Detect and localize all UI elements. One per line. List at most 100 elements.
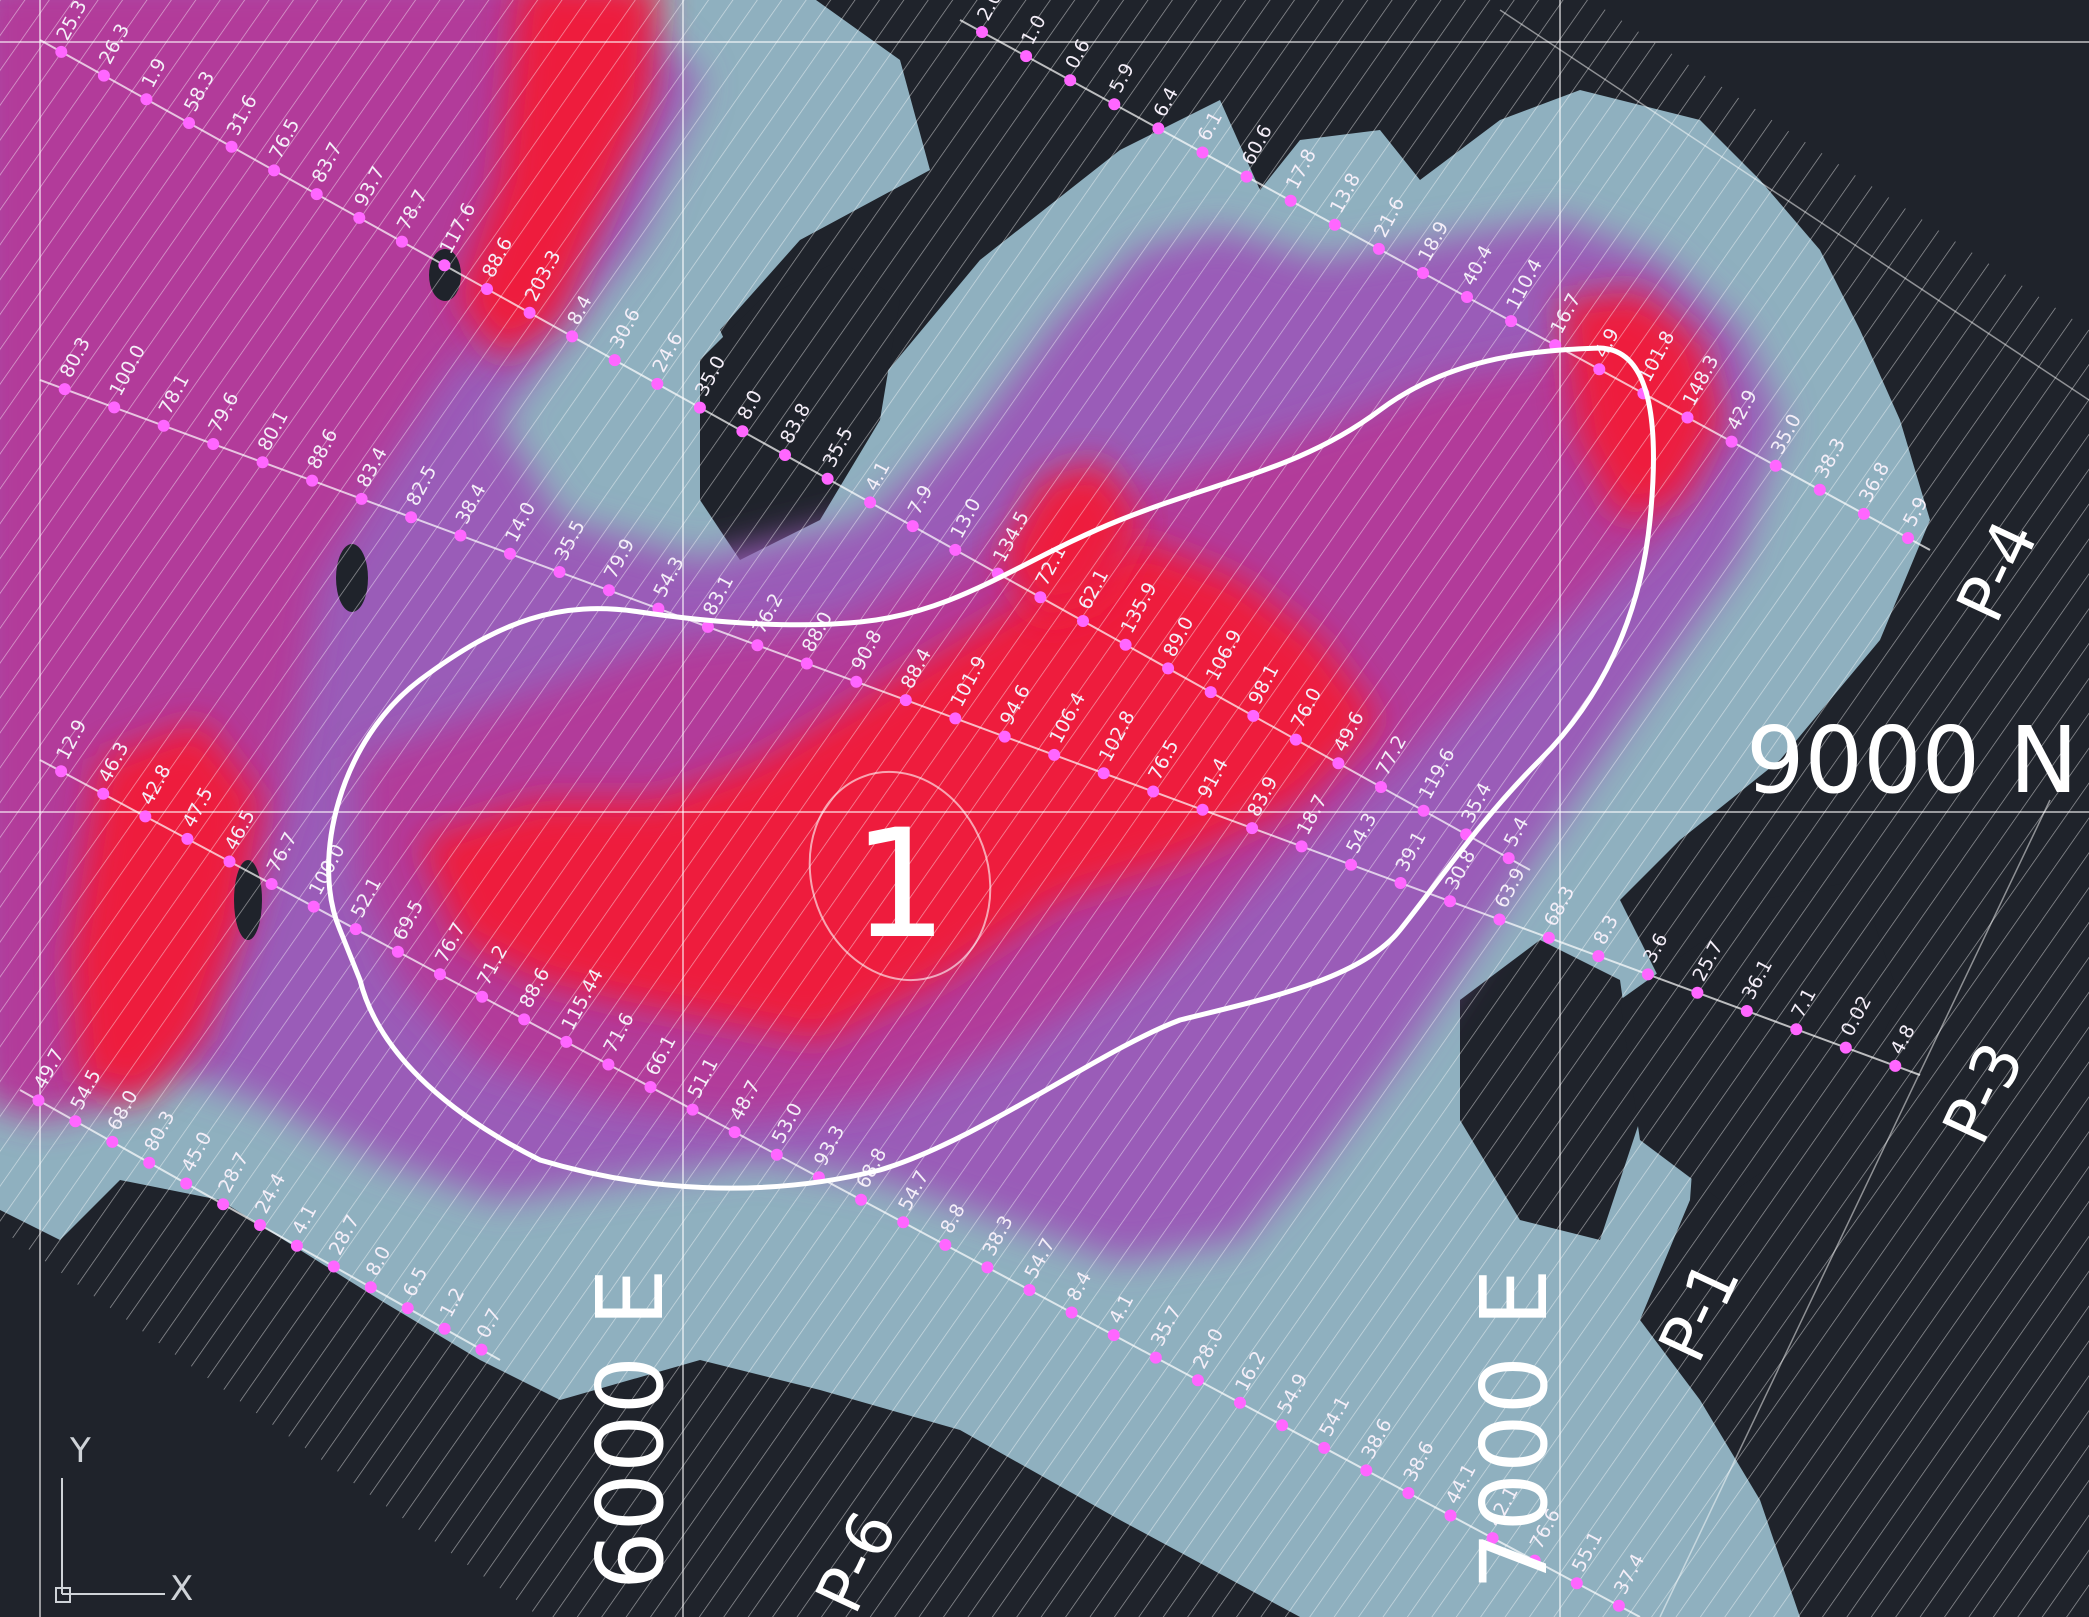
station-marker [55, 45, 68, 58]
station-marker [553, 566, 566, 578]
station-marker [602, 1058, 615, 1071]
station-marker [1461, 291, 1473, 303]
station-marker [1375, 781, 1387, 793]
station-marker [1328, 218, 1341, 231]
station-marker [1372, 242, 1385, 255]
station-marker [481, 283, 493, 295]
anomaly-label: 1 [852, 798, 947, 972]
station-marker [207, 438, 220, 450]
station-marker [693, 401, 706, 414]
station-marker [265, 878, 278, 890]
station-marker [1191, 1374, 1204, 1387]
station-marker [1108, 98, 1121, 111]
station-marker [602, 584, 615, 597]
station-marker [864, 496, 877, 509]
station-marker [1691, 986, 1704, 999]
station-marker [1064, 74, 1077, 87]
station-marker [1740, 1005, 1753, 1017]
station-marker [1107, 1329, 1120, 1342]
station-marker [686, 1103, 699, 1116]
station-marker [310, 188, 323, 201]
ucs-icon [55, 1478, 165, 1603]
station-marker [1097, 767, 1110, 780]
station-marker [353, 211, 366, 224]
northing-label-9000: 9000 N [1746, 707, 2078, 814]
station-marker [1289, 733, 1302, 746]
station-marker [1020, 50, 1033, 63]
station-marker [1444, 1509, 1457, 1522]
station-marker [1612, 1599, 1625, 1612]
station-marker [949, 543, 962, 556]
station-marker [395, 235, 408, 248]
station-marker [1345, 858, 1358, 871]
station-marker [800, 657, 813, 670]
station-marker [566, 330, 579, 343]
station-marker [268, 164, 281, 177]
station-marker [364, 1281, 377, 1294]
station-marker [728, 1126, 741, 1139]
station-marker [1889, 1059, 1902, 1072]
station-marker [355, 492, 368, 505]
station-marker [1505, 315, 1518, 328]
station-marker [751, 639, 764, 652]
station-marker [1234, 1396, 1246, 1409]
station-marker [1790, 1023, 1803, 1036]
station-marker [434, 968, 446, 981]
station-marker [476, 990, 489, 1003]
survey-border [1499, 9, 2089, 1617]
profile-line [39, 379, 1921, 1076]
station-marker [1444, 895, 1456, 908]
station-marker [897, 1216, 910, 1229]
anomaly-core-ellipse [808, 770, 992, 982]
station-marker [307, 900, 320, 913]
station-marker [306, 474, 319, 487]
anomaly-outline [326, 345, 1656, 1191]
station-marker [139, 810, 152, 823]
station-marker [651, 377, 664, 390]
station-marker [1196, 146, 1209, 159]
station-marker [157, 419, 170, 432]
station-marker [1147, 785, 1160, 798]
station-marker [1247, 709, 1260, 722]
station-marker [349, 923, 362, 936]
station-marker [504, 547, 516, 560]
station-marker [1196, 803, 1209, 816]
station-marker [1077, 615, 1089, 627]
station-marker [181, 832, 194, 845]
station-marker [1204, 686, 1217, 699]
station-marker [518, 1013, 531, 1026]
station-marker [1318, 1441, 1331, 1454]
station-marker [438, 259, 451, 272]
station-marker [254, 1219, 266, 1231]
station-marker [939, 1238, 952, 1251]
station-marker [405, 511, 418, 524]
station-marker [1246, 822, 1259, 835]
station-marker [1769, 459, 1782, 472]
ucs-x-label: X [170, 1569, 193, 1609]
station-marker [1023, 1284, 1036, 1296]
station-marker [644, 1081, 657, 1093]
station-marker [523, 306, 536, 319]
station-marker [1034, 591, 1047, 604]
station-marker [1417, 804, 1430, 817]
station-marker [560, 1035, 573, 1048]
station-marker [1065, 1306, 1078, 1319]
station-marker [1528, 1554, 1541, 1567]
station-marker [976, 26, 988, 38]
station-marker [1681, 411, 1694, 424]
station-marker [855, 1193, 868, 1206]
station-marker [1332, 757, 1345, 770]
station-marker [401, 1302, 414, 1315]
station-marker [701, 620, 714, 633]
station-marker [821, 472, 834, 485]
station-marker [981, 1261, 994, 1274]
station-marker [97, 69, 110, 82]
station-marker [106, 1135, 119, 1148]
easting-label-6000: 6000 E [577, 1268, 684, 1590]
station-marker [1417, 267, 1429, 279]
station-marker [1402, 1487, 1415, 1499]
